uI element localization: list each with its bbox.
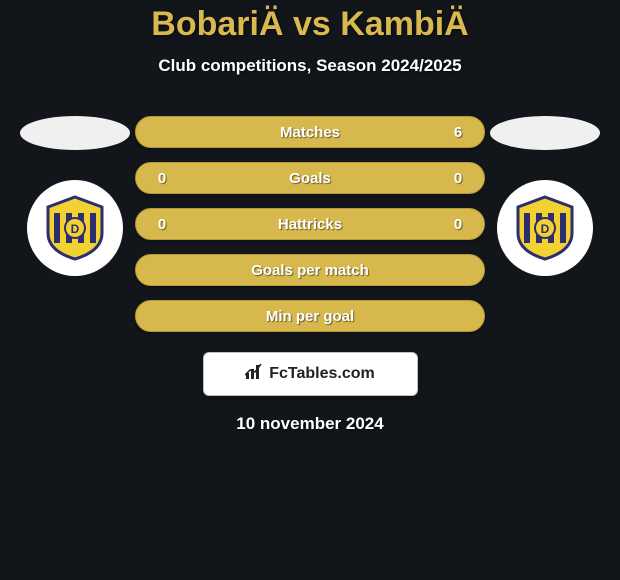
right-name-oval bbox=[490, 116, 600, 150]
stat-row-min-per-goal: Min per goal bbox=[135, 300, 485, 332]
subtitle: Club competitions, Season 2024/2025 bbox=[158, 56, 461, 76]
right-club-badge-inner: D bbox=[510, 193, 580, 263]
stat-label: Goals bbox=[174, 170, 446, 187]
title-left: BobariÄ bbox=[151, 5, 283, 43]
svg-text:D: D bbox=[541, 222, 550, 236]
right-column: D bbox=[485, 116, 605, 276]
shield-icon: D bbox=[40, 193, 110, 263]
stat-right-value: 0 bbox=[446, 216, 470, 233]
title-right: KambiÄ bbox=[340, 5, 468, 43]
left-name-oval bbox=[20, 116, 130, 150]
title-vs: vs bbox=[293, 5, 331, 43]
shield-icon: D bbox=[510, 193, 580, 263]
page-title: BobariÄ vs KambiÄ bbox=[151, 5, 468, 44]
date: 10 november 2024 bbox=[236, 414, 383, 434]
svg-text:D: D bbox=[71, 222, 80, 236]
stat-row-goals-per-match: Goals per match bbox=[135, 254, 485, 286]
stat-row-goals: 0 Goals 0 bbox=[135, 162, 485, 194]
source-box[interactable]: FcTables.com bbox=[203, 352, 418, 396]
right-club-badge: D bbox=[497, 180, 593, 276]
stat-label: Goals per match bbox=[174, 262, 446, 279]
stat-row-matches: Matches 6 bbox=[135, 116, 485, 148]
left-column: D bbox=[15, 116, 135, 276]
stat-label: Hattricks bbox=[174, 216, 446, 233]
stat-left-value: 0 bbox=[150, 216, 174, 233]
stats-column: Matches 6 0 Goals 0 0 Hattricks 0 Goals … bbox=[135, 116, 485, 332]
left-club-badge-inner: D bbox=[40, 193, 110, 263]
stat-right-value: 6 bbox=[446, 124, 470, 141]
chart-icon bbox=[245, 363, 265, 386]
source-label: FcTables.com bbox=[269, 365, 375, 383]
stat-left-value: 0 bbox=[150, 170, 174, 187]
left-club-badge: D bbox=[27, 180, 123, 276]
container: BobariÄ vs KambiÄ Club competitions, Sea… bbox=[0, 0, 620, 580]
stat-label: Matches bbox=[174, 124, 446, 141]
stat-row-hattricks: 0 Hattricks 0 bbox=[135, 208, 485, 240]
content-row: D Matches 6 0 Goals 0 0 Hattricks 0 bbox=[0, 116, 620, 332]
stat-right-value: 0 bbox=[446, 170, 470, 187]
stat-label: Min per goal bbox=[174, 308, 446, 325]
